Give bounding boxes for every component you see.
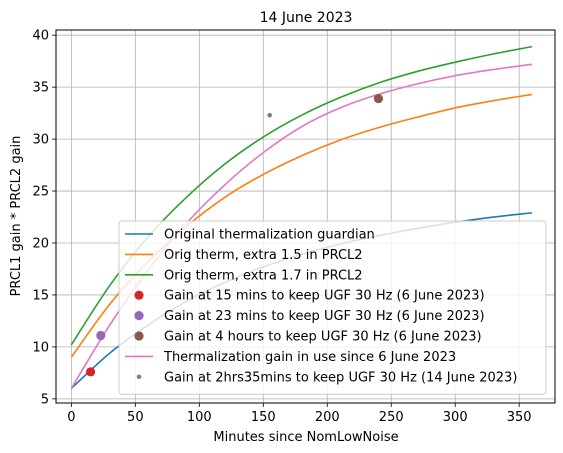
x-tick-label: 0: [67, 410, 75, 425]
x-tick-label: 250: [379, 410, 404, 425]
plot-frame: [55, 29, 556, 404]
data-point-5-0: [373, 93, 384, 104]
data-point-3-0: [85, 367, 96, 377]
legend-label: Original thermalization guardian: [164, 228, 375, 243]
y-axis-ticks: 5 10 15 20 25 30 35 40: [32, 29, 56, 407]
y-tick-label: 35: [32, 81, 49, 96]
legend-marker-swatch: [134, 290, 144, 300]
legend: Original thermalization guardian Orig the…: [118, 220, 547, 395]
x-tick-label: 350: [507, 410, 532, 425]
y-tick-label: 40: [32, 29, 49, 44]
legend-label: Thermalization gain in use since 6 June …: [163, 350, 456, 365]
legend-marker-swatch: [134, 331, 144, 341]
legend-label: Orig therm, extra 1.5 in PRCL2: [164, 248, 363, 263]
legend-label: Gain at 2hrs35mins to keep UGF 30 Hz (14…: [164, 370, 517, 385]
x-tick-label: 150: [251, 410, 276, 425]
y-tick-label: 30: [32, 133, 49, 148]
legend-label: Gain at 4 hours to keep UGF 30 Hz (6 Jun…: [164, 330, 482, 345]
x-tick-label: 50: [127, 410, 144, 425]
x-tick-label: 300: [443, 410, 468, 425]
y-tick-label: 15: [32, 288, 49, 303]
y-tick-label: 5: [41, 392, 49, 407]
y-axis-title: PRCL1 gain * PRCL2 gain: [9, 136, 24, 297]
x-tick-label: 200: [315, 410, 340, 425]
data-point-7-0: [267, 112, 272, 118]
legend-marker-swatch: [134, 311, 144, 321]
legend-label: Orig therm, extra 1.7 in PRCL2: [164, 268, 363, 283]
x-tick-label: 100: [187, 410, 212, 425]
data-points: [85, 93, 384, 377]
x-axis-title: Minutes since NomLowNoise: [213, 430, 398, 445]
chart-title: 14 June 2023: [260, 10, 353, 26]
x-axis-ticks: 0 50 100 150 200 250 300 350: [67, 403, 532, 425]
legend-marker-swatch: [136, 374, 142, 380]
y-tick-label: 25: [32, 185, 49, 200]
legend-label: Gain at 15 mins to keep UGF 30 Hz (6 Jun…: [164, 289, 485, 304]
data-point-4-0: [96, 330, 106, 341]
legend-box: [118, 220, 547, 395]
y-tick-label: 10: [32, 340, 49, 355]
legend-label: Gain at 23 mins to keep UGF 30 Hz (6 Jun…: [164, 309, 485, 324]
y-tick-label: 20: [32, 236, 49, 251]
